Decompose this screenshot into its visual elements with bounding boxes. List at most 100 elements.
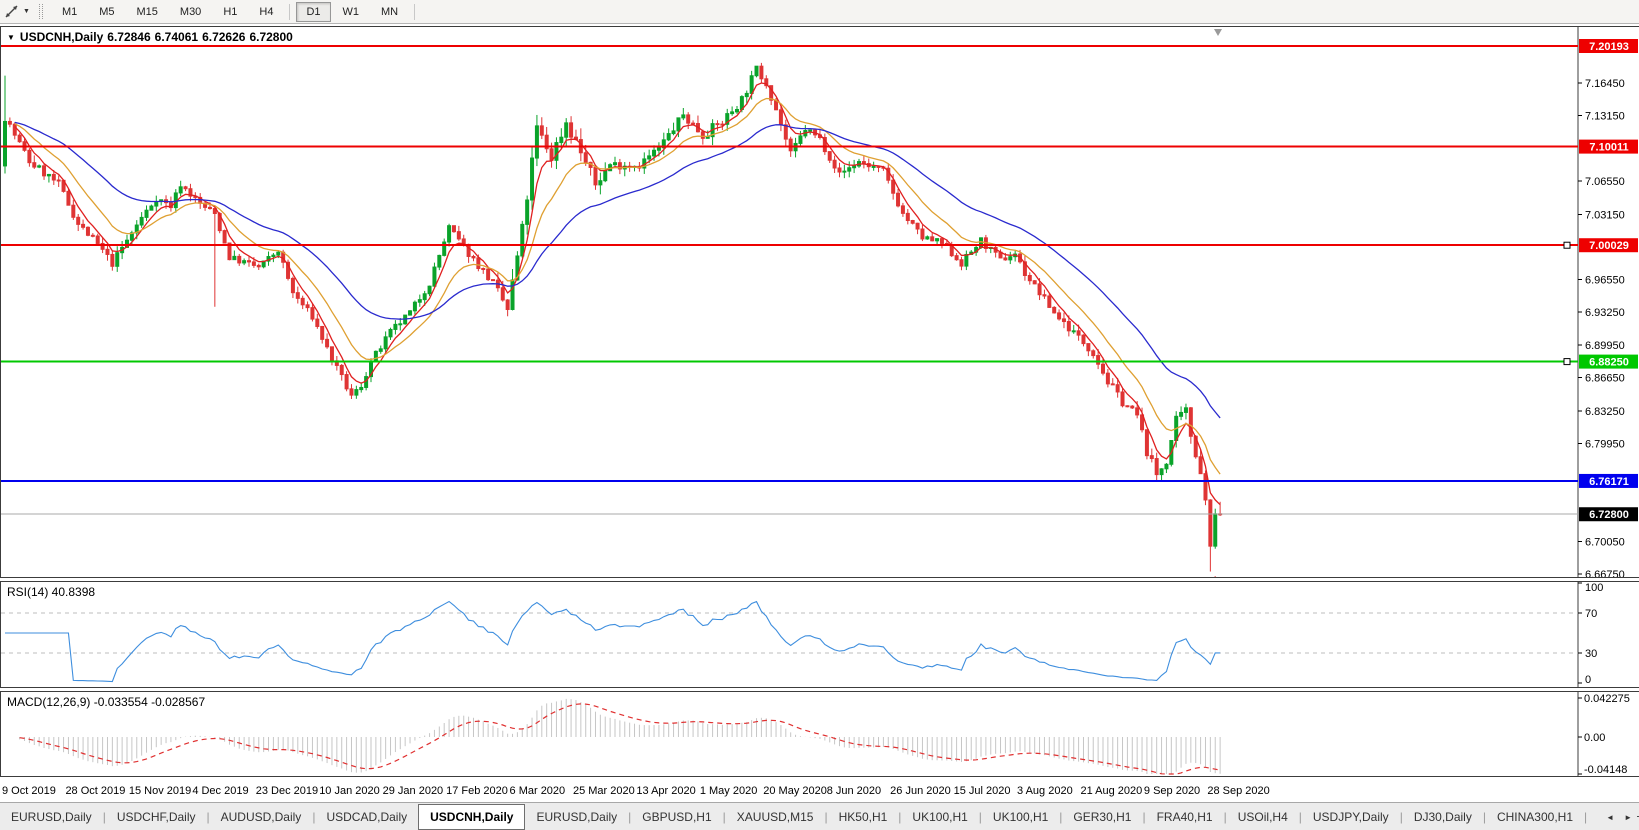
candlestick-chart[interactable]: 7.16450 7.13150 7.06550 7.03150 6.96550 6.932… — [1, 27, 1638, 577]
x-axis-date: 25 Mar 2020 — [572, 785, 635, 797]
x-axis-date: 1 May 2020 — [699, 785, 758, 797]
ohlc-high: 6.74061 — [154, 30, 199, 44]
chart-symbol-period: USDCNH,Daily — [19, 30, 104, 44]
time-axis[interactable]: 9 Oct 2019 28 Oct 2019 15 Nov 2019 4 Dec 20… — [0, 777, 1639, 802]
price-axis-tick: 6.86650 — [1585, 372, 1625, 384]
chart-tab-USDCNH-Daily[interactable]: USDCNH,Daily — [418, 803, 526, 830]
timeframe-button-M15[interactable]: M15 — [136, 5, 158, 18]
svg-text:7.10011: 7.10011 — [1589, 142, 1628, 154]
macd-axis-tick: 0.00 — [1584, 732, 1605, 744]
tab-scroll-right-icon[interactable]: ► — [1624, 812, 1632, 822]
x-axis-date: 21 Aug 2020 — [1080, 785, 1143, 797]
svg-text:6.88250: 6.88250 — [1589, 357, 1629, 369]
price-line-label — [1579, 139, 1638, 154]
tab-separator: | — [1298, 809, 1302, 824]
x-axis-date: 13 Apr 2020 — [636, 785, 696, 797]
chart-tab-UK100-H1[interactable]: UK100,H1 — [992, 809, 1049, 824]
price-axis-tick: 6.79950 — [1585, 439, 1625, 451]
x-axis-date: 15 Nov 2019 — [128, 785, 192, 797]
ma-slow-line — [14, 121, 1221, 419]
chart-line-tool-icon[interactable] — [4, 4, 20, 20]
rsi-chart[interactable]: 100 70 30 0 — [1, 582, 1638, 687]
tab-separator: | — [102, 809, 106, 824]
price-line-label — [1579, 354, 1638, 369]
timeframe-button-M30[interactable]: M30 — [179, 5, 202, 18]
price-axis-tick: 6.66750 — [1585, 569, 1625, 577]
x-axis-date: 9 Sep 2020 — [1143, 785, 1201, 797]
ma-mid-line — [14, 97, 1221, 475]
price-axis-tick: 6.70050 — [1585, 536, 1625, 548]
toolbar-grip-handle[interactable] — [38, 4, 43, 19]
price-line-label — [1579, 39, 1638, 53]
chart-tab-EURUSD-Daily[interactable]: EURUSD,Daily — [536, 809, 618, 824]
chart-shift-marker-icon[interactable] — [1214, 29, 1222, 36]
chart-tab-GER30-H1[interactable]: GER30,H1 — [1073, 809, 1132, 824]
tab-separator: | — [824, 809, 828, 824]
x-axis-date: 6 Mar 2020 — [509, 785, 566, 797]
x-axis-date: 10 Jan 2020 — [319, 785, 380, 797]
tab-separator: | — [898, 809, 902, 824]
tab-separator: | — [722, 809, 726, 824]
chart-tab-FRA40-H1[interactable]: FRA40,H1 — [1156, 809, 1213, 824]
rsi-axis-tick: 0 — [1585, 674, 1591, 686]
toolbar: ▼ M1 M5 M15 M30 H1 H4 D1 W1 MN — [0, 0, 1639, 24]
x-axis-date: 4 Dec 2019 — [192, 785, 249, 797]
tab-scroll-left-icon[interactable]: ◄ — [1606, 812, 1615, 822]
rsi-axis-tick: 70 — [1585, 608, 1597, 620]
timeframe-button-M5[interactable]: M5 — [99, 5, 115, 18]
chart-tab-USDCHF-Daily[interactable]: USDCHF,Daily — [116, 809, 196, 824]
price-axis-tick: 6.93250 — [1585, 307, 1625, 319]
x-axis-date: 29 Jan 2020 — [382, 785, 444, 797]
line-drag-handle[interactable] — [1563, 358, 1571, 366]
macd-chart[interactable]: 0.042275 0.00 -0.04148 — [1, 692, 1638, 776]
ohlc-close: 6.72800 — [249, 30, 293, 44]
svg-text:7.00029: 7.00029 — [1589, 240, 1629, 252]
chart-tab-USOil-H4[interactable]: USOil,H4 — [1237, 809, 1288, 824]
tab-separator: | — [1223, 809, 1227, 824]
timeframe-button-MN[interactable]: MN — [381, 5, 399, 18]
main-chart-panel: 7.16450 7.13150 7.06550 7.03150 6.96550 6.932… — [0, 26, 1639, 578]
chart-tab-GBPUSD-H1[interactable]: GBPUSD,H1 — [642, 809, 712, 824]
ohlc-open: 6.72846 — [107, 30, 151, 44]
timeframe-button-H1[interactable]: H1 — [223, 5, 238, 18]
timeframe-button-M1[interactable]: M1 — [61, 5, 78, 18]
tab-separator: | — [1059, 809, 1063, 824]
chart-tab-UK100-H1[interactable]: UK100,H1 — [912, 809, 968, 824]
tab-separator: | — [1399, 809, 1403, 824]
macd-signal-line — [19, 703, 1221, 775]
rsi-label: RSI(14) 40.8398 — [7, 585, 96, 599]
svg-text:7.20193: 7.20193 — [1589, 41, 1629, 53]
price-axis-tick: 6.96550 — [1585, 275, 1625, 287]
rsi-line — [5, 600, 1221, 683]
chart-menu-caret-icon[interactable]: ▼ — [7, 33, 15, 42]
tab-separator: | — [312, 809, 316, 824]
line-drag-handle[interactable] — [1563, 241, 1571, 249]
chart-tab-EURUSD-Daily[interactable]: EURUSD,Daily — [11, 809, 92, 824]
chart-tab-HK50-H1[interactable]: HK50,H1 — [838, 809, 888, 824]
macd-axis-tick: 0.042275 — [1584, 693, 1630, 705]
chart-tab-DJ30-Daily[interactable]: DJ30,Daily — [1413, 809, 1472, 824]
price-axis-tick: 7.16450 — [1585, 78, 1625, 90]
chart-tab-AUDUSD-Daily[interactable]: AUDUSD,Daily — [220, 809, 302, 824]
price-axis-tick: 6.89950 — [1585, 340, 1625, 352]
svg-text:6.76171: 6.76171 — [1589, 476, 1629, 488]
chart-title: ▼ USDCNH,Daily 6.72846 6.74061 6.72626 6.7280… — [7, 30, 297, 44]
price-line-label — [1579, 238, 1638, 253]
ohlc-low: 6.72626 — [202, 30, 246, 44]
x-axis-date: 9 Oct 2019 — [2, 785, 56, 797]
price-line-label — [1579, 473, 1638, 488]
rsi-axis-tick: 100 — [1585, 582, 1603, 594]
chart-tab-USDJPY-Daily[interactable]: USDJPY,Daily — [1312, 809, 1389, 824]
chart-tab-CHINA300-H1[interactable]: CHINA300,H1 — [1496, 809, 1573, 824]
x-axis-date: 23 Dec 2019 — [255, 785, 319, 797]
price-axis-tick: 7.13150 — [1585, 111, 1625, 123]
x-axis-date: 15 Jul 2020 — [953, 785, 1011, 797]
tab-separator: | — [1584, 809, 1588, 824]
timeframe-button-W1[interactable]: W1 — [342, 5, 360, 18]
tab-separator: | — [628, 809, 632, 824]
timeframe-button-H4[interactable]: H4 — [259, 5, 274, 18]
tool-dropdown-caret-icon[interactable]: ▼ — [23, 8, 30, 15]
chart-tab-XAUUSD-M15[interactable]: XAUUSD,M15 — [736, 809, 814, 824]
chart-tab-USDCAD-Daily[interactable]: USDCAD,Daily — [326, 809, 408, 824]
timeframe-button-D1[interactable]: D1 — [296, 1, 331, 22]
